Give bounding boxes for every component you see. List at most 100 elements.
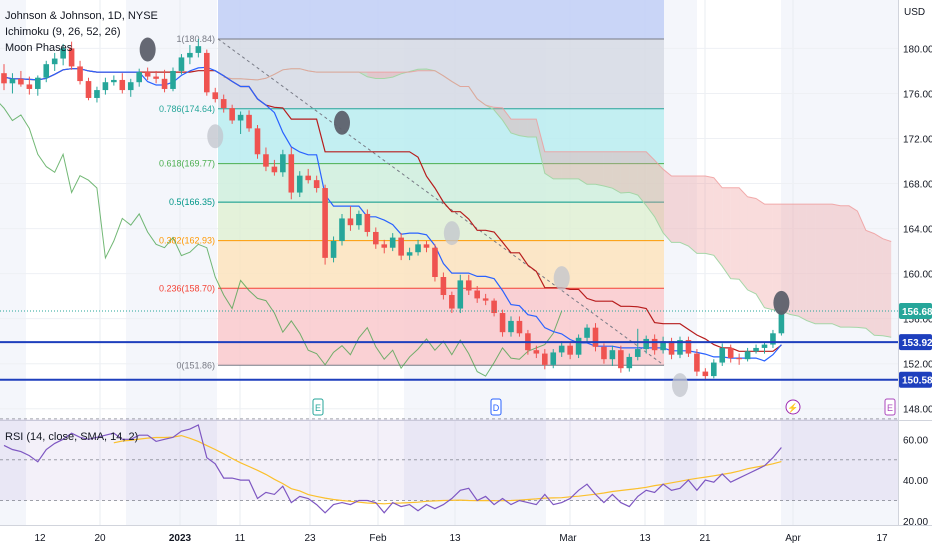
candle-down[interactable] — [516, 316, 523, 337]
legend-ichimoku[interactable]: Ichimoku (9, 26, 52, 26) — [5, 26, 121, 38]
candle-up[interactable] — [111, 75, 117, 86]
candle-up[interactable] — [575, 334, 582, 359]
candle-up[interactable] — [609, 345, 616, 366]
candle-down[interactable] — [702, 368, 709, 380]
candle-down[interactable] — [77, 60, 83, 85]
candle-up[interactable] — [136, 68, 142, 87]
price-marker-0[interactable]: 156.68 — [899, 303, 932, 320]
candle-up[interactable] — [406, 247, 413, 261]
candle-down[interactable] — [474, 286, 480, 303]
candle-up[interactable] — [389, 233, 396, 252]
candle-up[interactable] — [643, 335, 649, 354]
candle-down[interactable] — [263, 147, 269, 172]
candle-down[interactable] — [271, 159, 278, 176]
price-marker-2[interactable]: 150.58 — [899, 371, 932, 388]
candle-down[interactable] — [440, 272, 447, 300]
legend-moon-phases[interactable]: Moon Phases — [5, 42, 73, 54]
candle-down[interactable] — [347, 206, 354, 231]
candle-up[interactable] — [626, 353, 633, 372]
candle-up[interactable] — [778, 310, 785, 336]
candle-up[interactable] — [356, 210, 362, 230]
candle-down[interactable] — [322, 184, 328, 265]
candle-down[interactable] — [449, 291, 455, 314]
candle-up[interactable] — [9, 73, 16, 94]
candle-up[interactable] — [753, 344, 759, 354]
candle-down[interactable] — [68, 41, 75, 70]
candle-down[interactable] — [288, 147, 295, 200]
candle-up[interactable] — [558, 341, 565, 357]
candle-down[interactable] — [313, 175, 320, 193]
candle-up[interactable] — [127, 78, 134, 97]
candle-up[interactable] — [660, 336, 666, 354]
candle-down[interactable] — [229, 104, 235, 124]
candle-up[interactable] — [60, 43, 66, 66]
candle-down[interactable] — [685, 336, 692, 357]
candle-down[interactable] — [1, 64, 7, 91]
event-marker-2[interactable]: ⚡ — [785, 399, 801, 415]
legend-rsi[interactable]: RSI (14, close, SMA, 14, 2) — [5, 431, 139, 443]
candle-up[interactable] — [51, 52, 58, 71]
candle-down[interactable] — [601, 343, 607, 364]
candle-down[interactable] — [491, 298, 497, 317]
fibonacci-retracement[interactable]: 1(180.84) 0.786(174.64) 0.618(169.77) 0.5(1… — [159, 0, 665, 370]
candle-down[interactable] — [432, 244, 438, 282]
price-marker-1[interactable]: 153.92 — [899, 334, 932, 351]
candle-up[interactable] — [550, 349, 557, 369]
candle-down[interactable] — [204, 49, 210, 96]
candle-up[interactable] — [195, 38, 202, 58]
candle-up[interactable] — [339, 213, 345, 246]
candle-up[interactable] — [584, 324, 590, 343]
candlestick-series[interactable] — [1, 38, 785, 380]
candle-up[interactable] — [102, 77, 109, 95]
candle-up[interactable] — [43, 60, 50, 83]
candle-up[interactable] — [711, 359, 717, 379]
candle-up[interactable] — [170, 67, 176, 92]
event-marker-3[interactable]: E — [884, 398, 896, 416]
candle-up[interactable] — [237, 111, 244, 134]
candle-down[interactable] — [305, 168, 311, 184]
candle-down[interactable] — [220, 94, 227, 113]
candle-down[interactable] — [542, 349, 548, 370]
candle-down[interactable] — [26, 76, 33, 95]
candle-down[interactable] — [533, 345, 540, 359]
horizontal-lines[interactable] — [0, 310, 898, 381]
candle-down[interactable] — [465, 274, 472, 296]
candle-down[interactable] — [212, 87, 219, 103]
candle-up[interactable] — [178, 54, 185, 75]
candle-down[interactable] — [85, 77, 92, 101]
candle-down[interactable] — [423, 240, 430, 253]
candle-up[interactable] — [457, 274, 464, 314]
candle-up[interactable] — [677, 336, 683, 359]
candle-down[interactable] — [398, 233, 404, 261]
candle-up[interactable] — [296, 171, 303, 198]
candle-up[interactable] — [634, 328, 641, 361]
candle-up[interactable] — [508, 316, 514, 337]
candle-down[interactable] — [18, 70, 24, 87]
candle-down[interactable] — [373, 227, 379, 249]
candle-down[interactable] — [482, 293, 489, 306]
candle-down[interactable] — [254, 124, 261, 159]
event-marker-1[interactable]: D — [490, 398, 502, 416]
legend-symbol[interactable]: Johnson & Johnson, 1D, NYSE — [5, 10, 158, 22]
fib-trend-line[interactable] — [217, 38, 665, 366]
candle-up[interactable] — [719, 343, 726, 366]
candle-down[interactable] — [727, 344, 734, 363]
candle-down[interactable] — [144, 67, 151, 80]
candle-up[interactable] — [187, 45, 193, 65]
candle-down[interactable] — [119, 73, 126, 94]
rsi-pane[interactable] — [0, 418, 898, 514]
candle-down[interactable] — [567, 342, 573, 360]
candle-down[interactable] — [246, 110, 252, 132]
candle-down[interactable] — [651, 334, 658, 355]
candle-down[interactable] — [364, 209, 371, 237]
candle-up[interactable] — [761, 342, 768, 354]
candle-down[interactable] — [592, 323, 599, 352]
event-marker-0[interactable]: E — [312, 398, 324, 416]
candle-down[interactable] — [499, 309, 506, 337]
candle-down[interactable] — [161, 69, 168, 93]
event-markers[interactable]: E D ⚡ E — [312, 398, 896, 416]
candle-up[interactable] — [330, 236, 337, 263]
candle-up[interactable] — [94, 86, 100, 103]
